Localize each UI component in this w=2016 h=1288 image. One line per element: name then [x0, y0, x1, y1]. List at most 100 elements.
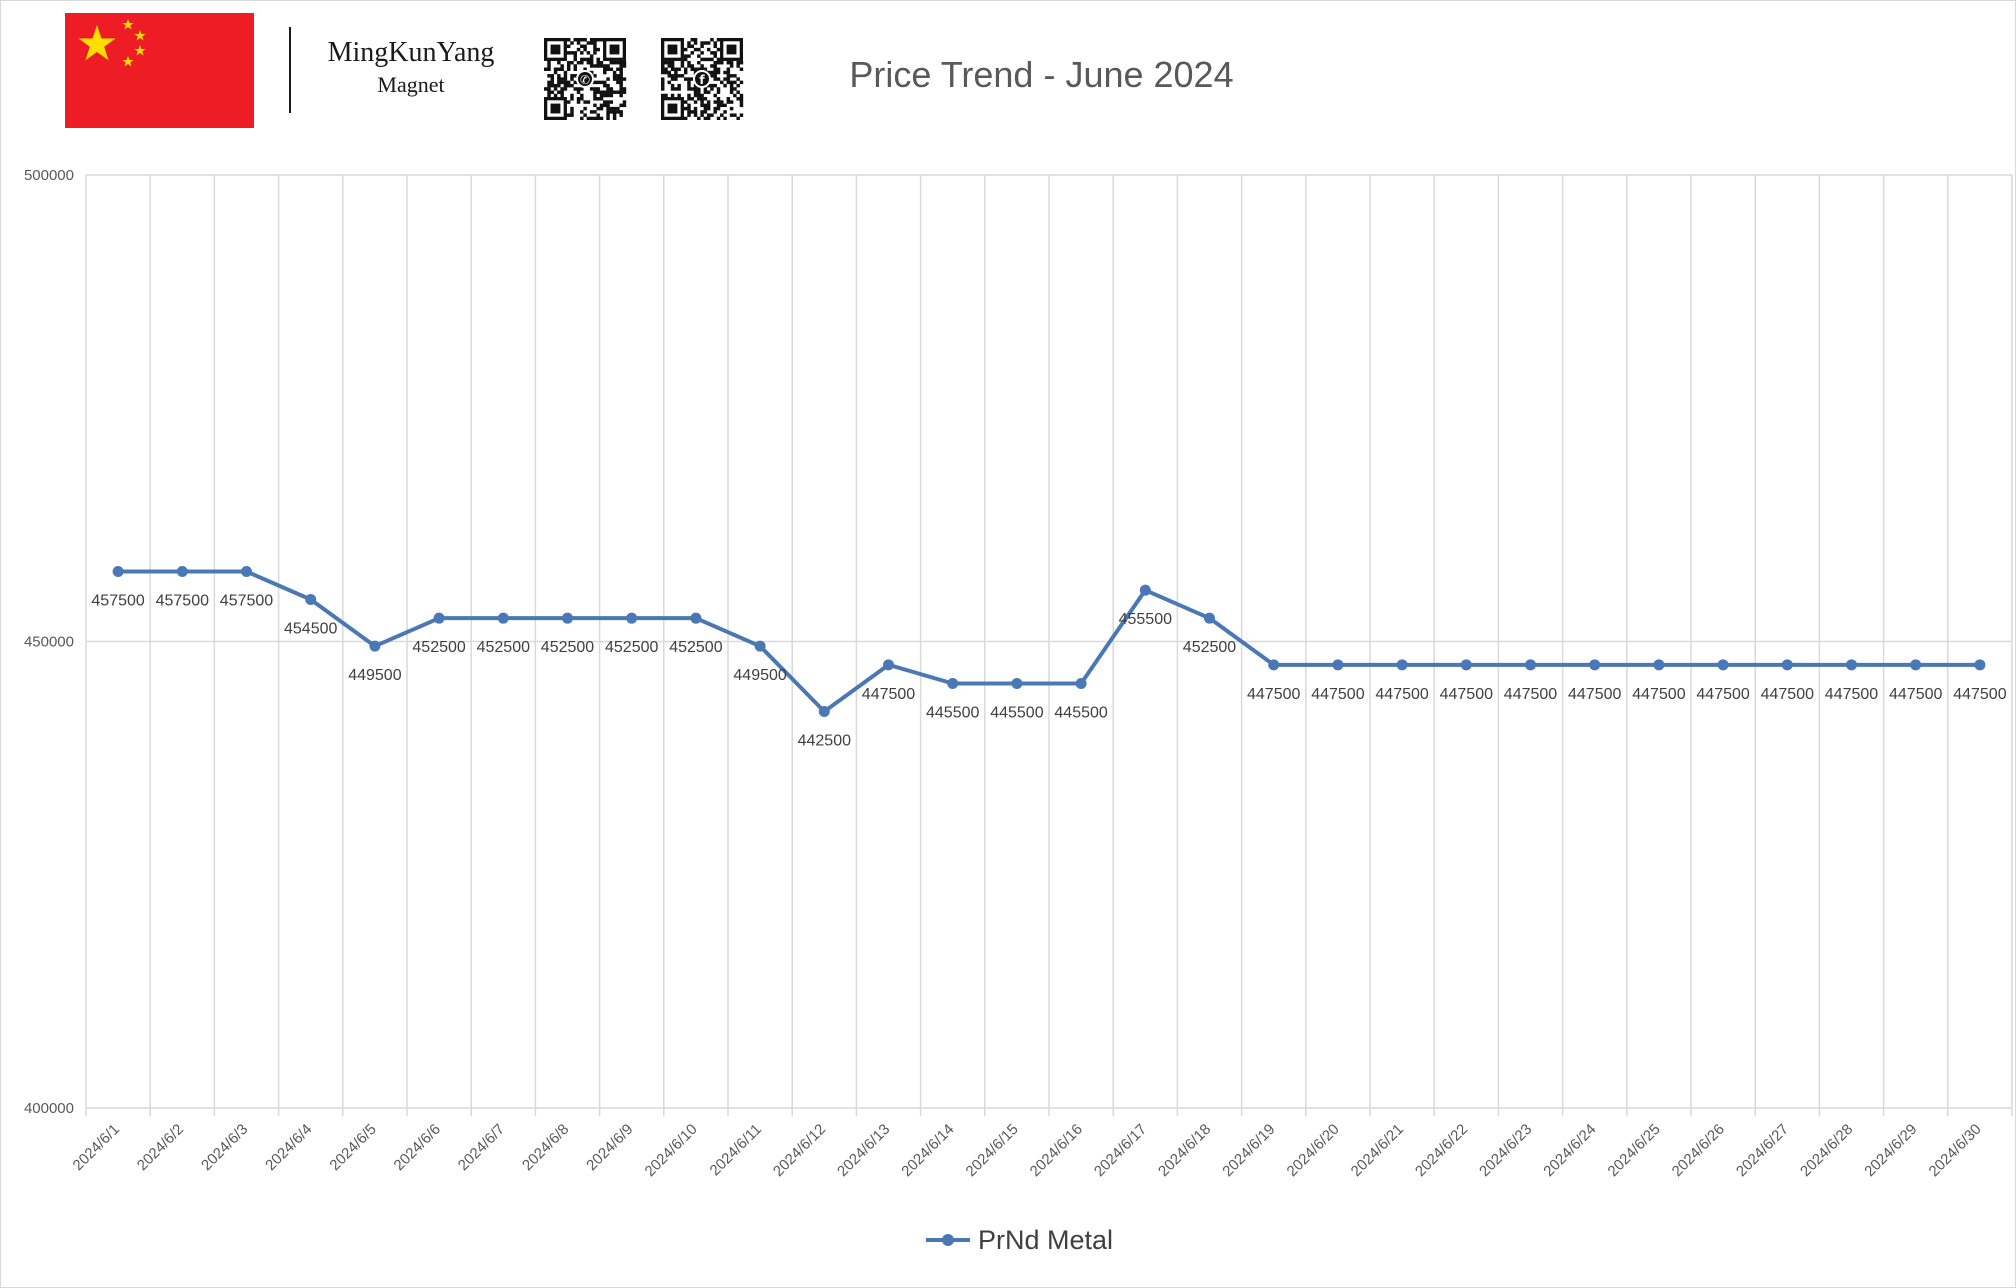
data-point [241, 566, 252, 578]
data-point [112, 566, 124, 578]
legend: PrNd Metal [924, 1222, 1113, 1258]
data-label: 445500 [1054, 704, 1107, 721]
data-point [1653, 659, 1665, 671]
data-label: 447500 [1504, 686, 1557, 703]
data-point [1781, 659, 1793, 671]
x-tick-label: 2024/6/21 [1348, 1121, 1407, 1180]
brand-logo: MingKunYang Magnet [300, 36, 522, 100]
x-tick-label: 2024/6/18 [1155, 1121, 1214, 1180]
data-label: 447500 [1632, 686, 1685, 703]
data-label: 447500 [1696, 686, 1749, 703]
data-label: 445500 [926, 704, 979, 721]
x-tick-label: 2024/6/26 [1669, 1121, 1728, 1180]
x-tick-label: 2024/6/7 [455, 1121, 508, 1174]
data-point [1268, 659, 1280, 671]
x-tick-label: 2024/6/10 [642, 1121, 701, 1180]
data-point [1460, 659, 1472, 671]
data-label: 457500 [91, 593, 144, 610]
data-label: 447500 [1440, 686, 1493, 703]
series-line [116, 569, 1982, 714]
data-label: 442500 [798, 732, 851, 749]
x-tick-label: 2024/6/19 [1219, 1121, 1278, 1180]
data-point [626, 612, 638, 624]
whatsapp-qr-code-icon: ✆ [544, 38, 627, 120]
brand-name: MingKunYang [327, 37, 495, 68]
x-tick-label: 2024/6/17 [1091, 1121, 1150, 1180]
data-point [690, 612, 702, 624]
data-point [1717, 659, 1729, 671]
data-label: 447500 [1375, 686, 1428, 703]
data-point [1589, 659, 1601, 671]
data-point [176, 566, 188, 578]
data-point [754, 640, 766, 652]
data-label: 447500 [1825, 686, 1878, 703]
x-axis: 2024/6/1 2024/6/2 2024/6/3 2024/6/4 2024/6/5… [70, 1121, 1985, 1180]
data-point [562, 612, 573, 624]
x-tick-label: 2024/6/23 [1476, 1121, 1535, 1180]
header-divider [289, 27, 291, 113]
legend-swatch [926, 1234, 970, 1246]
data-point [1332, 659, 1344, 671]
x-tick-label: 2024/6/4 [262, 1121, 315, 1174]
x-tick-label: 2024/6/20 [1284, 1121, 1343, 1180]
data-label: 455500 [1119, 611, 1172, 628]
data-point [1011, 677, 1023, 689]
x-tick-label: 2024/6/30 [1926, 1121, 1985, 1180]
data-label: 454500 [284, 621, 337, 638]
data-point [1075, 677, 1087, 689]
data-label: 452500 [1183, 639, 1236, 656]
data-label: 449500 [733, 667, 786, 684]
x-tick-label: 2024/6/1 [70, 1121, 123, 1174]
x-tick-label: 2024/6/29 [1861, 1121, 1920, 1180]
series-prnd-metal [112, 566, 1986, 717]
data-point [818, 705, 830, 717]
data-label: 452500 [412, 639, 465, 656]
x-tick-label: 2024/6/5 [326, 1121, 379, 1174]
svg-text:✆: ✆ [580, 73, 590, 87]
x-tick-label: 2024/6/6 [391, 1121, 444, 1174]
data-point [1525, 659, 1536, 671]
data-label: 452500 [541, 639, 594, 656]
svg-text:f: f [699, 73, 705, 87]
data-point [433, 612, 445, 624]
x-tick-label: 2024/6/28 [1797, 1121, 1856, 1180]
y-tick-label: 500000 [24, 167, 74, 184]
data-label: 452500 [669, 639, 722, 656]
x-tick-label: 2024/6/14 [898, 1121, 957, 1180]
data-point [305, 594, 317, 606]
data-label: 452500 [605, 639, 658, 656]
y-tick-label: 450000 [24, 634, 74, 651]
china-flag-icon [65, 13, 254, 128]
x-tick-label: 2024/6/8 [519, 1121, 572, 1174]
x-tick-label: 2024/6/11 [707, 1121, 765, 1179]
facebook-qr-code-icon: f [661, 38, 744, 120]
x-tick-label: 2024/6/22 [1412, 1121, 1471, 1180]
data-label: 452500 [477, 639, 530, 656]
data-point [1974, 659, 1986, 671]
x-tick-label: 2024/6/27 [1733, 1121, 1792, 1180]
grid-lines [85, 174, 2013, 1116]
x-tick-label: 2024/6/2 [134, 1121, 187, 1174]
data-label: 445500 [990, 704, 1043, 721]
data-labels: 457500 457500 457500 454500 449500 452500 4525… [91, 593, 2006, 750]
x-tick-label: 2024/6/24 [1540, 1121, 1599, 1180]
data-point [1396, 659, 1408, 671]
data-point [497, 612, 509, 624]
data-point [1204, 612, 1215, 624]
data-point [883, 659, 894, 671]
y-tick-label: 400000 [24, 1100, 74, 1117]
data-label: 457500 [156, 593, 209, 610]
x-tick-label: 2024/6/3 [198, 1121, 251, 1174]
data-point [947, 677, 959, 689]
x-tick-label: 2024/6/15 [963, 1121, 1022, 1180]
data-label: 457500 [220, 593, 273, 610]
data-label: 447500 [862, 686, 915, 703]
chart-title: Price Trend - June 2024 [849, 54, 1234, 95]
data-label: 447500 [1889, 686, 1942, 703]
data-label: 447500 [1953, 686, 2006, 703]
data-label: 447500 [1568, 686, 1621, 703]
data-point [369, 640, 381, 652]
header: MingKunYang Magnet ✆ f Price Trend - Jun… [0, 0, 2016, 140]
x-tick-label: 2024/6/9 [583, 1121, 636, 1174]
